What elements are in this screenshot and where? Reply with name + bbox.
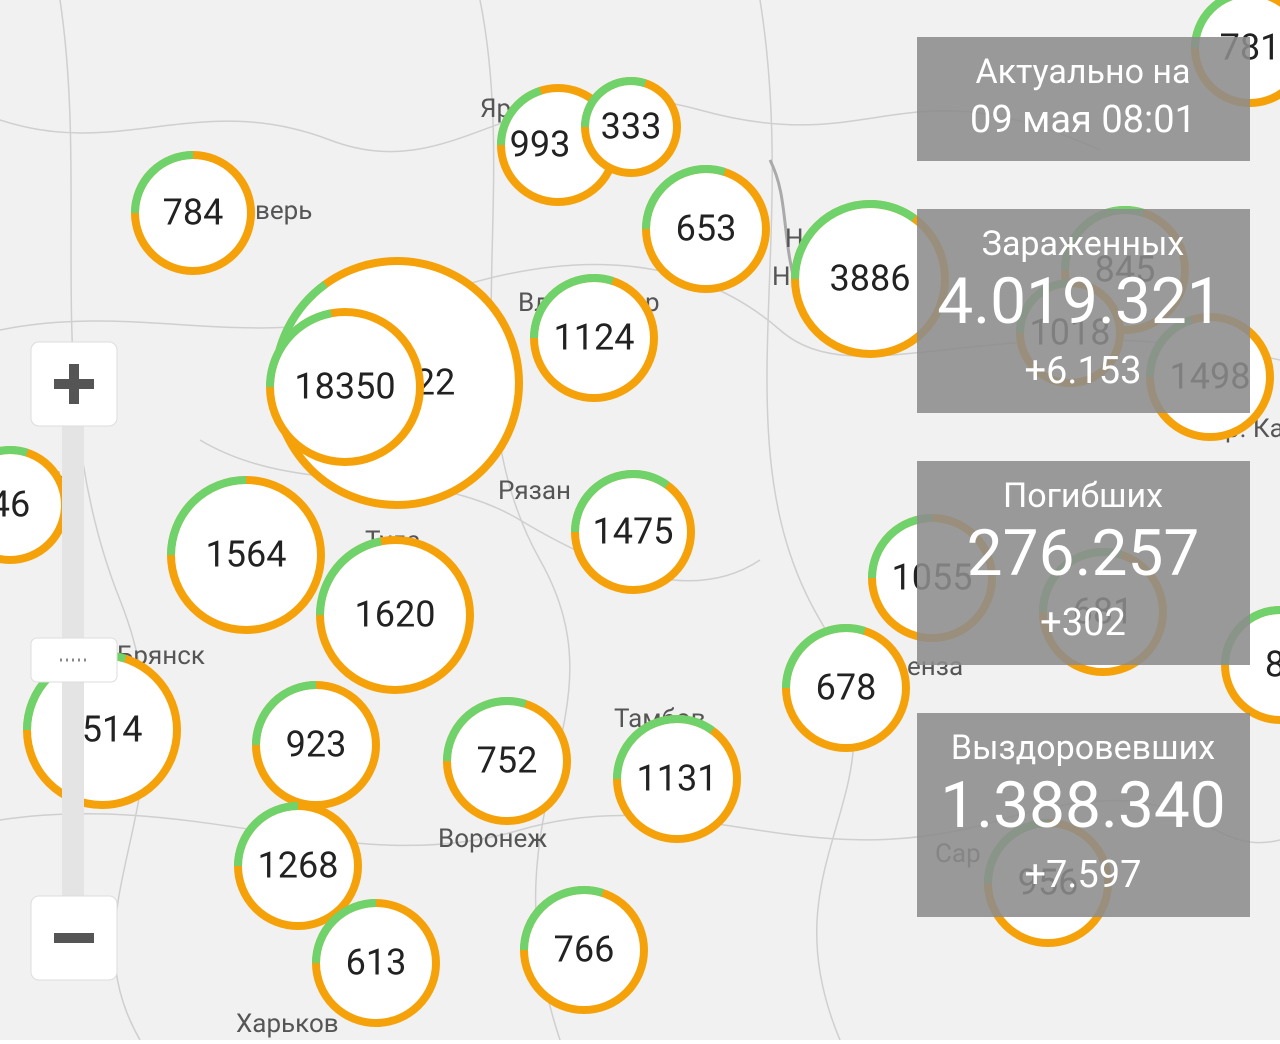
bubble-arc [131, 151, 255, 275]
bubble-count: 18350 [294, 366, 395, 408]
bubble-arc [782, 624, 910, 752]
recovered-total: 1.388.340 [940, 768, 1226, 843]
bubble-count: 653 [676, 208, 737, 250]
infected-panel [917, 209, 1250, 413]
stats-panels: Актуально на 09 мая 08:01 Зараженных 4.0… [917, 37, 1250, 917]
bubble-count: 613 [346, 942, 407, 984]
bubble-count: 333 [601, 106, 662, 148]
bubble-arc [316, 536, 474, 694]
bubble: 1131 [613, 715, 741, 843]
infected-label: Зараженных [982, 224, 1185, 264]
recovered-panel [917, 713, 1250, 917]
bubble-arc [497, 84, 619, 206]
bubble: 333 [581, 77, 681, 177]
bubble-arc [520, 886, 648, 1014]
bubble-arc [266, 308, 424, 466]
bubble-count: 1620 [355, 594, 436, 636]
bubble: 784 [131, 151, 255, 275]
bubble-arc [613, 715, 741, 843]
bubble-count: 8 [1265, 644, 1280, 686]
bubble-arc [0, 446, 69, 564]
infected-total: 4.019.321 [937, 264, 1223, 339]
updated-label: Актуально на [975, 52, 1190, 92]
bubble-count: 923 [286, 724, 347, 766]
bubble-arc [443, 697, 571, 825]
bubble-arc [530, 274, 658, 402]
bubble-count: 784 [163, 192, 224, 234]
infected-delta: +6.153 [1024, 349, 1141, 393]
city-label: Рязан [498, 476, 571, 506]
bubble-count: 1268 [258, 845, 339, 887]
bubble-count: 1131 [637, 758, 718, 800]
plus-icon [54, 364, 94, 404]
bubble-arc [571, 470, 695, 594]
recovered-label: Выздоровевших [951, 728, 1215, 768]
bubble: 1620 [316, 536, 474, 694]
bubble: 678 [782, 624, 910, 752]
bubble-count: 752 [477, 740, 538, 782]
bubble-count: 1124 [554, 317, 635, 359]
city-label: верь [255, 196, 312, 226]
bubble: 18350 [266, 308, 424, 466]
bubble-arc [312, 899, 440, 1027]
bubble-arc [167, 476, 325, 634]
recovered-delta: +7.597 [1024, 853, 1141, 897]
bubble-arc [252, 681, 380, 809]
bubble: 1268 [234, 802, 362, 930]
bubble-count: 678 [816, 667, 877, 709]
city-label: Воронеж [438, 824, 547, 854]
deaths-delta: +302 [1040, 601, 1126, 645]
bubble-count: 1564 [206, 534, 287, 576]
city-label: Харьков [236, 1009, 339, 1039]
bubble: 1564 [167, 476, 325, 634]
bubble-count: 766 [554, 929, 615, 971]
bubble: 766 [520, 886, 648, 1014]
bubble-count: 1475 [593, 511, 674, 553]
bubble: 1475 [571, 470, 695, 594]
deaths-total: 276.257 [967, 516, 1200, 591]
deaths-panel [917, 461, 1250, 665]
bubble: 46 [0, 446, 69, 564]
bubble-arc [581, 77, 681, 177]
bubble-count: 3886 [830, 258, 911, 300]
deaths-label: Погибших [1003, 476, 1163, 516]
bubble-arc [791, 200, 949, 358]
bubble: 1124 [530, 274, 658, 402]
bubble-count: 993 [510, 124, 571, 166]
updated-time: 09 мая 08:01 [970, 98, 1196, 142]
bubble-count: 46 [0, 484, 30, 526]
bubble-arc [234, 802, 362, 930]
city-label: Н [772, 262, 791, 292]
bubble: 653 [642, 165, 770, 293]
bubble: 923 [252, 681, 380, 809]
bubble-arc [642, 165, 770, 293]
bubble: 752 [443, 697, 571, 825]
bubble: 613 [312, 899, 440, 1027]
updated-panel [917, 37, 1250, 161]
zoom-control [30, 341, 118, 981]
